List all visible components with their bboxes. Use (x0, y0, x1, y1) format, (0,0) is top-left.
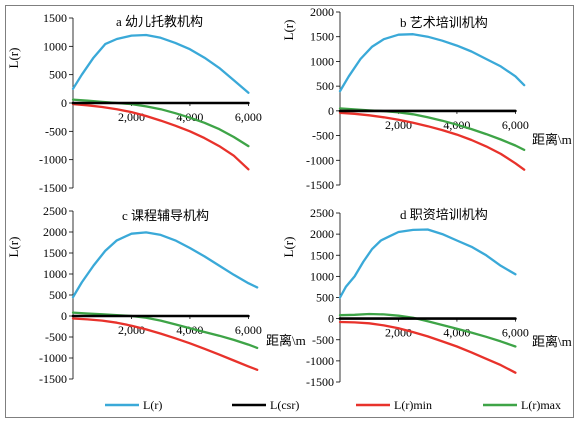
panel-title: c 课程辅导机构 (122, 208, 209, 223)
y-tick-label: 1500 (43, 246, 67, 260)
series-line-l-r-min (338, 111, 526, 171)
x-axis-title: 距离\m (532, 132, 572, 147)
y-tick-label: -500 (312, 333, 334, 347)
y-tick-label: -1500 (39, 181, 67, 195)
y-tick-label: 2000 (43, 225, 67, 239)
y-tick-label: 1000 (43, 39, 67, 53)
y-axis-title: L(r) (6, 48, 21, 69)
legend-label-l-r: L(r) (143, 398, 162, 412)
y-axis-title: L(r) (281, 237, 296, 258)
y-tick-label: -1500 (306, 375, 334, 389)
y-tick-label: -1500 (39, 372, 67, 386)
series-line-l-r (338, 228, 517, 299)
y-tick-label: 0 (61, 96, 67, 110)
y-tick-label: 2000 (310, 227, 334, 241)
x-axis-title: 距离\m (266, 333, 306, 348)
legend-label-l-r-max: L(r)max (521, 398, 561, 412)
series-line-l-r-min (338, 320, 517, 374)
y-tick-label: 0 (328, 104, 334, 118)
legend-label-l-r-min: L(r)min (394, 398, 432, 412)
y-tick-label: -1000 (39, 153, 67, 167)
y-tick-label: 1500 (310, 248, 334, 262)
legend-label-l-csr: L(csr) (270, 398, 299, 412)
series-line-l-r-max (338, 312, 517, 348)
y-tick-label: 2000 (310, 5, 334, 19)
panel-title: b 艺术培训机构 (400, 15, 488, 30)
legend: L(r) L(csr) L(r)min L(r)max (105, 398, 561, 412)
y-axis-title: L(r) (6, 237, 21, 258)
y-tick-label: -1000 (306, 354, 334, 368)
panel-title: d 职资培训机构 (400, 207, 488, 222)
series-line-l-r-min (71, 102, 250, 171)
x-tick-label: 6,000 (235, 323, 262, 337)
y-tick-label: -1000 (39, 351, 67, 365)
series-line-l-r (71, 33, 250, 94)
y-tick-label: -500 (45, 124, 67, 138)
y-tick-label: 500 (49, 68, 67, 82)
y-tick-label: 1500 (43, 11, 67, 25)
y-tick-label: -500 (312, 129, 334, 143)
x-axis-title: 距离\m (532, 334, 572, 349)
y-tick-label: 1000 (43, 267, 67, 281)
y-tick-label: -1500 (306, 178, 334, 192)
y-tick-label: 500 (316, 291, 334, 305)
y-tick-label: 0 (61, 309, 67, 323)
figure-border (5, 5, 574, 418)
y-tick-label: 1000 (310, 54, 334, 68)
y-tick-label: 1500 (310, 30, 334, 44)
x-tick-label: 6,000 (502, 326, 529, 340)
x-tick-label: 4,000 (443, 326, 470, 340)
y-tick-label: 500 (316, 79, 334, 93)
x-tick-label: 6,000 (502, 118, 529, 132)
panel-title: a 幼儿托教机构 (116, 14, 203, 29)
y-tick-label: 1000 (310, 269, 334, 283)
y-tick-label: 2500 (310, 206, 334, 220)
series-line-l-r (71, 231, 259, 299)
y-axis-title: L(r) (281, 20, 296, 41)
y-tick-label: 0 (328, 312, 334, 326)
y-tick-label: 500 (49, 288, 67, 302)
y-tick-label: -1000 (306, 153, 334, 167)
series-line-l-r-max (71, 311, 259, 350)
y-tick-label: -500 (45, 330, 67, 344)
x-tick-label: 6,000 (235, 110, 262, 124)
series-line-l-r (338, 33, 526, 93)
y-tick-label: 2500 (43, 204, 67, 218)
series-line-l-r-min (71, 317, 259, 371)
